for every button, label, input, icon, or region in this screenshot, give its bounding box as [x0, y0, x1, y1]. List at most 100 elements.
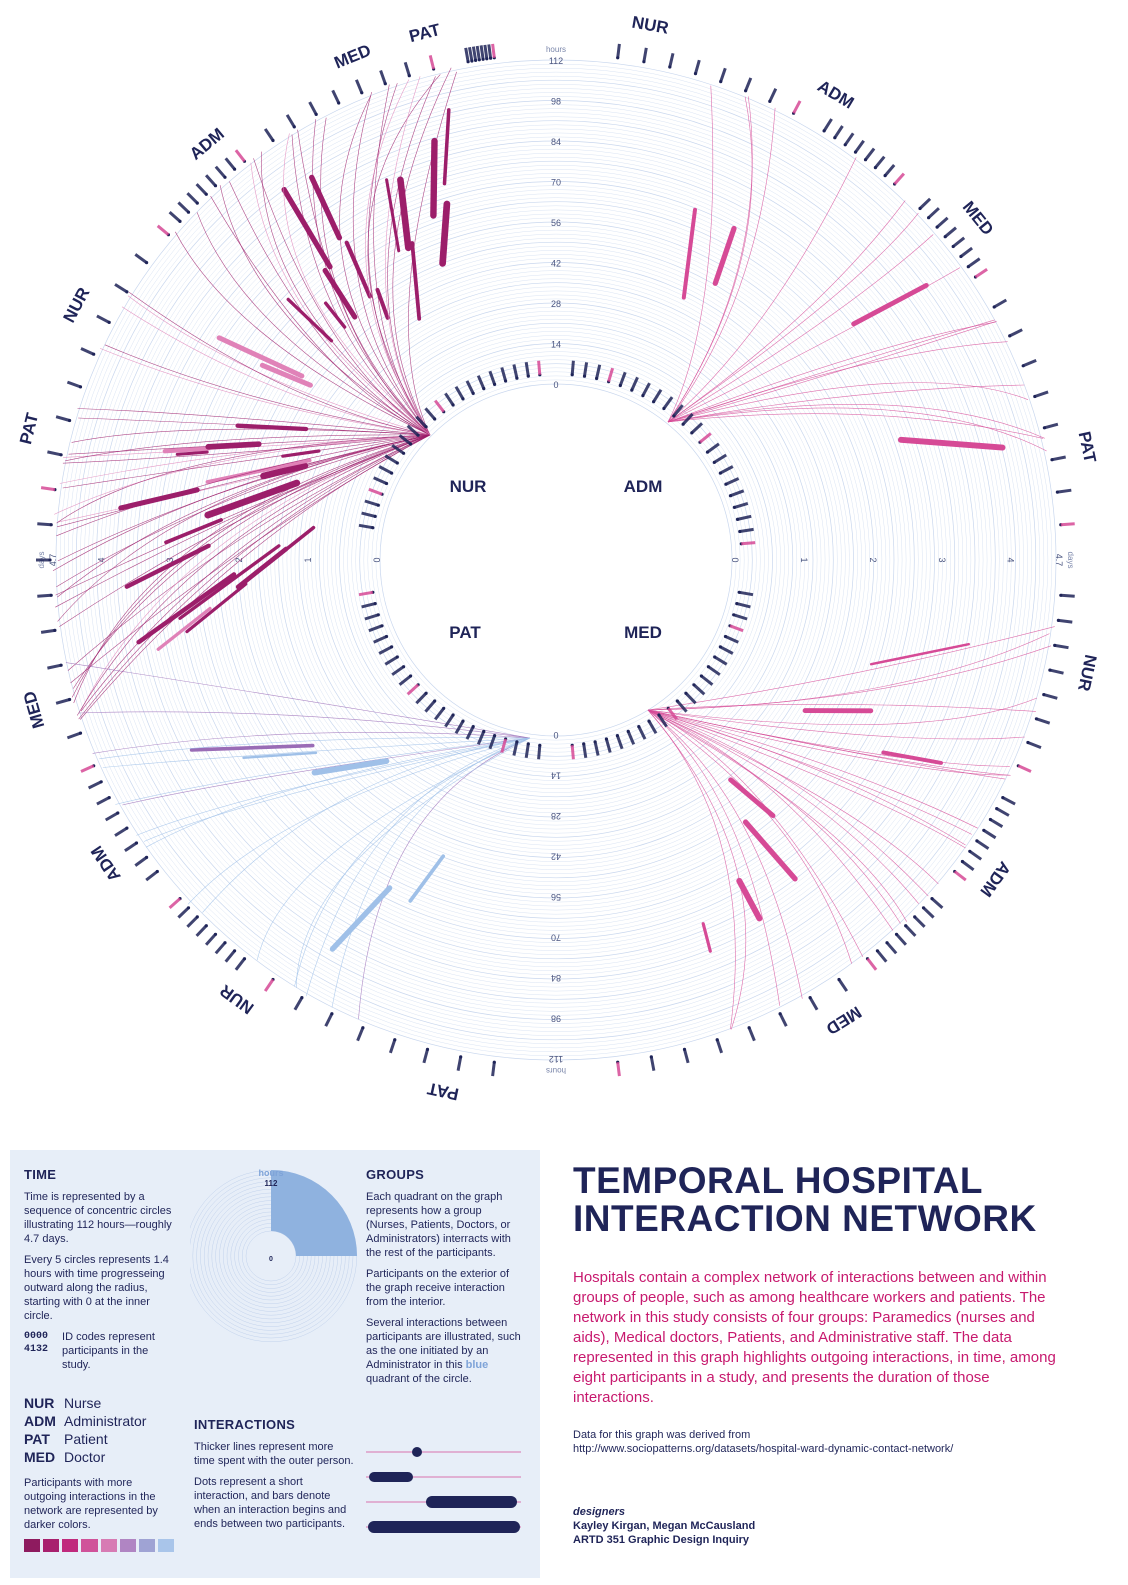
day-tick-left: 0: [372, 557, 382, 562]
interaction-link: [229, 181, 431, 436]
interaction-link: [647, 709, 803, 999]
interaction-link: [55, 434, 431, 608]
outer-group-label: PAT: [16, 410, 42, 446]
participant-id-mark: [373, 635, 388, 644]
participant-id-mark: [657, 714, 668, 728]
day-tick-left: 3: [165, 557, 175, 562]
participant-id-mark: [224, 949, 236, 963]
color-swatches: [24, 1539, 174, 1552]
participant-id-mark: [214, 941, 227, 955]
interaction-bar: [728, 777, 776, 819]
participant-id-mark: [476, 375, 486, 390]
participant-id-mark: [582, 743, 588, 759]
participant-id-mark: [995, 807, 1010, 817]
interaction-link: [373, 84, 431, 436]
participant-id-mark: [475, 45, 481, 61]
participant-id-mark: [293, 996, 304, 1011]
interaction-link: [358, 737, 531, 1020]
interaction-link: [78, 434, 431, 720]
participant-id-mark: [893, 172, 906, 185]
participant-id-mark: [285, 114, 296, 128]
participant-id-mark: [647, 720, 658, 734]
interaction-link: [65, 662, 531, 739]
interaction-bar: [851, 283, 929, 327]
participant-id-mark: [854, 139, 865, 153]
outer-group-label: PAT: [1075, 430, 1100, 465]
color-swatch: [100, 1539, 117, 1552]
outer-group-label: MED: [332, 41, 374, 73]
color-swatch: [138, 1539, 155, 1552]
participant-id-mark: [615, 735, 624, 750]
interactions-text-2: Dots represent a short interaction, and …: [194, 1476, 347, 1530]
interaction-link: [52, 434, 431, 572]
description: Hospitals contain a complex network of i…: [573, 1269, 1056, 1406]
hour-tick-bottom: 28: [551, 811, 561, 821]
participant-id-mark: [80, 764, 95, 773]
mini-highlight-quadrant: [271, 1170, 357, 1256]
interaction-bar: [240, 525, 316, 587]
interaction-link: [647, 709, 894, 931]
interaction-bar: [736, 877, 763, 922]
color-swatch: [81, 1539, 98, 1552]
outer-group-label: NUR: [59, 284, 93, 325]
data-source: Data for this graph was derived from htt…: [573, 1428, 1093, 1456]
interaction-link: [291, 134, 431, 436]
participant-id-mark: [96, 796, 110, 806]
participant-id-mark: [918, 197, 932, 210]
abbr-med: MED Doctor: [24, 1449, 106, 1465]
interaction-link: [57, 434, 431, 622]
interaction-link: [367, 74, 441, 436]
participant-id-mark: [424, 700, 436, 713]
participant-id-mark: [649, 1056, 656, 1071]
participant-id-mark: [55, 698, 71, 705]
participant-id-mark: [524, 361, 530, 377]
interaction-link: [647, 709, 966, 846]
interaction-link: [136, 737, 531, 836]
day-tick-right: 1: [799, 557, 809, 562]
participant-id-mark: [883, 164, 896, 177]
interaction-link: [667, 413, 1043, 439]
interaction-link: [647, 709, 1010, 776]
source-url[interactable]: http://www.sociopatterns.org/datasets/ho…: [573, 1443, 954, 1455]
interaction-link: [387, 76, 436, 436]
interaction-link: [92, 732, 531, 754]
interaction-bar: [259, 362, 313, 388]
participant-id-mark: [263, 978, 275, 992]
participant-id-mark: [895, 933, 908, 946]
participant-id-mark: [952, 236, 966, 248]
participant-id-mark: [706, 442, 720, 454]
participant-id-mark: [398, 434, 412, 446]
inner-group-label: ADM: [624, 477, 663, 496]
participant-id-mark: [642, 47, 648, 62]
interaction-bar: [311, 758, 390, 776]
participant-id-mark: [471, 46, 478, 61]
participant-id-mark: [204, 933, 217, 946]
participant-id-mark: [37, 522, 52, 527]
interaction-link: [667, 85, 714, 423]
interaction-link: [76, 434, 431, 716]
participant-id-mark: [1043, 693, 1058, 700]
participant-id-mark: [1054, 643, 1069, 650]
mini-zero-label: 0: [269, 1256, 273, 1263]
participant-id-mark: [604, 738, 612, 753]
participant-id-mark: [145, 870, 159, 882]
participant-id-mark: [500, 738, 508, 753]
interaction-link: [62, 434, 431, 464]
participant-id-mark: [234, 957, 246, 971]
participant-id-mark: [124, 841, 138, 853]
interaction-link: [67, 434, 431, 671]
participant-id-mark: [960, 246, 973, 258]
hour-tick-top: 0: [553, 380, 558, 390]
participant-id-mark: [134, 253, 148, 264]
participant-id-mark: [454, 720, 465, 734]
interaction-link: [261, 151, 431, 436]
hours-unit-bottom: hours: [546, 1066, 566, 1075]
participant-id-mark: [378, 465, 393, 475]
participant-id-mark: [682, 412, 694, 426]
interaction-bar: [136, 572, 237, 645]
interaction-bar: [385, 178, 401, 253]
participant-id-mark: [1034, 390, 1049, 398]
interaction-link: [57, 434, 431, 523]
interaction-bar: [322, 267, 358, 320]
participant-id-mark: [263, 128, 275, 142]
